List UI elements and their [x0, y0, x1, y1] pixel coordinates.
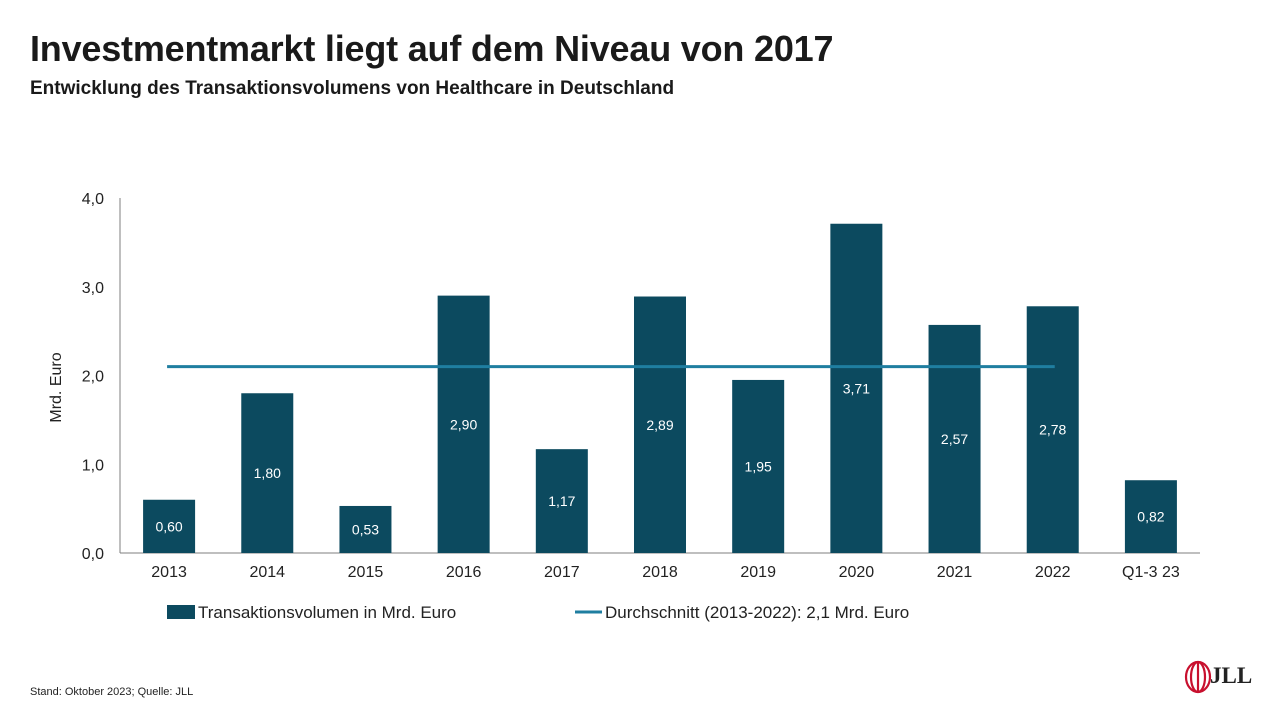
x-tick-label: Q1-3 23: [1122, 564, 1180, 581]
bar: [634, 296, 686, 553]
y-tick-label: 1,0: [82, 457, 104, 474]
page-subtitle: Entwicklung des Transaktionsvolumens von…: [30, 78, 675, 99]
data-label: 2,89: [646, 417, 673, 433]
bar: [1026, 306, 1079, 553]
bar: [143, 499, 196, 553]
x-tick-label: 2013: [151, 564, 187, 581]
data-label: 2,57: [941, 431, 968, 447]
data-label: 1,17: [548, 493, 575, 509]
x-tick-label: 2021: [937, 564, 973, 581]
y-tick-label: 2,0: [82, 369, 104, 386]
y-tick-label: 0,0: [82, 546, 104, 563]
bar: [732, 379, 785, 553]
x-tick-label: 2014: [249, 564, 285, 581]
y-axis-label: Mrd. Euro: [48, 352, 65, 422]
bar: [437, 295, 490, 553]
data-label: 2,78: [1039, 422, 1066, 438]
x-tick-label: 2017: [544, 564, 580, 581]
x-tick-label: 2019: [740, 564, 776, 581]
bar: [241, 393, 294, 553]
jll-logo-icon: [1184, 660, 1212, 694]
page-title: Investmentmarkt liegt auf dem Niveau von…: [30, 28, 834, 69]
data-label: 1,95: [745, 458, 772, 474]
data-label: 0,60: [155, 518, 182, 534]
data-label: 3,71: [843, 380, 870, 396]
data-label: 0,53: [352, 521, 379, 537]
legend-label-average: Durchschnitt (2013-2022): 2,1 Mrd. Euro: [605, 603, 909, 622]
bar: [1124, 480, 1177, 553]
bar: [830, 223, 883, 554]
data-label: 2,90: [450, 416, 477, 432]
bar: [535, 449, 588, 553]
data-label: 0,82: [1137, 509, 1164, 525]
source-note: Stand: Oktober 2023; Quelle: JLL: [30, 686, 194, 698]
y-tick-label: 3,0: [82, 280, 104, 297]
x-tick-label: 2015: [348, 564, 384, 581]
jll-logo-text: JLL: [1210, 663, 1253, 688]
bar: [928, 324, 981, 553]
y-tick-label: 4,0: [82, 191, 104, 208]
legend-label-bars: Transaktionsvolumen in Mrd. Euro: [198, 603, 456, 622]
x-tick-label: 2018: [642, 564, 678, 581]
data-label: 1,80: [254, 465, 281, 481]
x-tick-label: 2016: [446, 564, 482, 581]
x-tick-label: 2022: [1035, 564, 1071, 581]
legend-swatch-bars: [167, 605, 195, 619]
bar: [339, 505, 392, 553]
x-tick-label: 2020: [839, 564, 875, 581]
